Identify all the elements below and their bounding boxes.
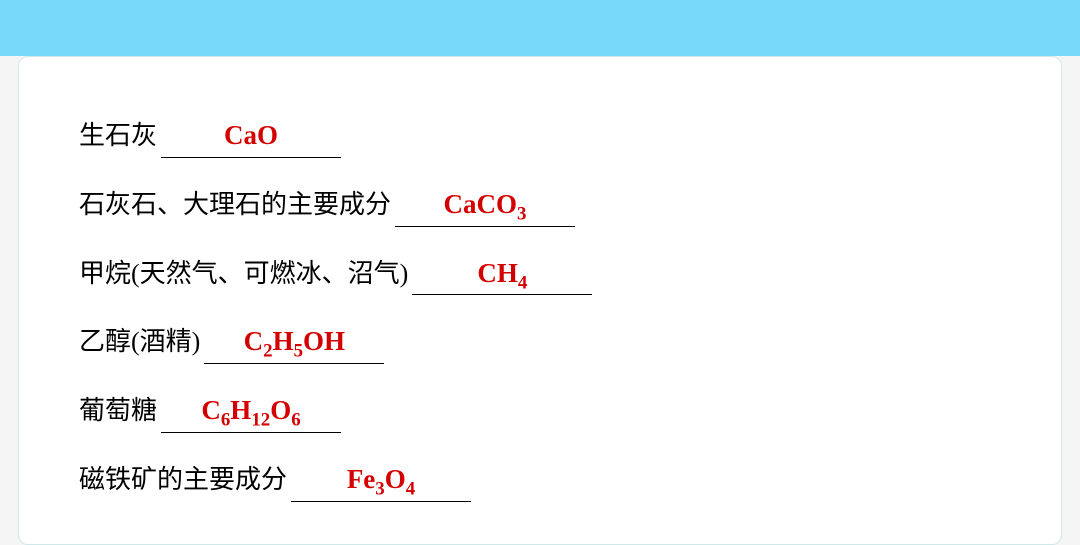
row-magnetite: 磁铁矿的主要成分 Fe3O4 — [79, 461, 1001, 502]
label-quicklime: 生石灰 — [79, 118, 157, 154]
formula-cao: CaO — [224, 117, 278, 155]
formula-c2h5oh: C2H5OH — [244, 323, 345, 361]
blank-magnetite: Fe3O4 — [291, 461, 471, 502]
row-quicklime: 生石灰 CaO — [79, 117, 1001, 158]
label-ethanol: 乙醇(酒精) — [79, 324, 200, 360]
formula-caco3: CaCO3 — [444, 186, 527, 224]
row-limestone: 石灰石、大理石的主要成分 CaCO3 — [79, 186, 1001, 227]
label-magnetite: 磁铁矿的主要成分 — [79, 462, 287, 498]
label-limestone: 石灰石、大理石的主要成分 — [79, 187, 391, 223]
formula-fe3o4: Fe3O4 — [347, 461, 415, 499]
formula-ch4: CH4 — [477, 255, 527, 293]
blank-quicklime: CaO — [161, 117, 341, 158]
blank-ethanol: C2H5OH — [204, 323, 384, 364]
row-methane: 甲烷(天然气、可燃冰、沼气) CH4 — [79, 255, 1001, 296]
label-glucose: 葡萄糖 — [79, 393, 157, 429]
blank-limestone: CaCO3 — [395, 186, 575, 227]
formula-c6h12o6: C6H12O6 — [201, 392, 300, 430]
row-glucose: 葡萄糖 C6H12O6 — [79, 392, 1001, 433]
top-bar — [0, 0, 1080, 56]
content-card: 生石灰 CaO 石灰石、大理石的主要成分 CaCO3 甲烷(天然气、可燃冰、沼气… — [18, 56, 1062, 545]
blank-glucose: C6H12O6 — [161, 392, 341, 433]
blank-methane: CH4 — [412, 255, 592, 296]
label-methane: 甲烷(天然气、可燃冰、沼气) — [79, 256, 408, 292]
row-ethanol: 乙醇(酒精) C2H5OH — [79, 323, 1001, 364]
